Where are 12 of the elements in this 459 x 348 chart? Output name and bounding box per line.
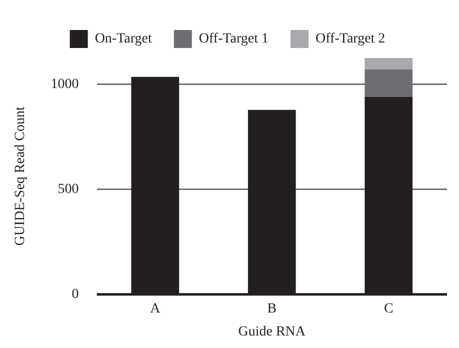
legend-label: Off-Target 2 (316, 32, 386, 47)
x-tick-label: C (384, 301, 394, 316)
x-tick-label: A (150, 301, 162, 316)
x-tick-label: B (267, 301, 277, 316)
legend-label: Off-Target 1 (198, 32, 269, 47)
x-axis-title: Guide RNA (238, 324, 306, 340)
y-tick-label: 0 (72, 287, 79, 302)
y-tick-label: 1000 (50, 76, 79, 92)
bar (364, 58, 413, 70)
y-axis-title: GUIDE-Seq Read Count (13, 106, 28, 246)
y-tick-label: 500 (58, 182, 79, 198)
legend-label: On-Target (94, 32, 152, 47)
